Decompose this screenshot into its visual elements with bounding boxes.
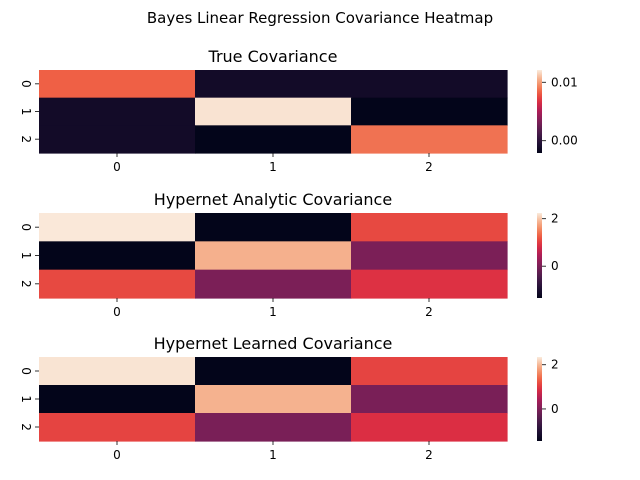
colorbar-tick-label: 0 (551, 259, 559, 273)
heatmap-cell-0-2 (351, 357, 508, 386)
x-tick-label: 1 (269, 160, 277, 174)
panel-title: True Covariance (208, 47, 338, 66)
heatmap-cell-0-1 (195, 357, 352, 386)
heatmap-cell-0-1 (195, 213, 352, 242)
y-tick-label: 0 (19, 80, 33, 88)
colorbar (537, 357, 542, 441)
heatmap-cell-1-0 (39, 241, 196, 271)
heatmap-cell-0-0 (39, 357, 196, 386)
heatmap-cell-0-0 (39, 213, 196, 242)
heatmap-panel-0: True Covariance 0 1 2 0 1 2 0.00 0.01 (19, 47, 578, 174)
y-tick-label: 1 (19, 395, 33, 403)
colorbar-tick-label: 0.00 (551, 134, 578, 148)
heatmap-panel-2: Hypernet Learned Covariance 0 1 2 0 1 2 0 2 (19, 334, 559, 462)
x-tick-label: 1 (269, 448, 277, 462)
colorbar-tick-label: 0 (551, 402, 559, 416)
y-tick-label: 1 (19, 108, 33, 116)
heatmap-cell-2-1 (195, 269, 352, 299)
colorbar-tick-label: 2 (551, 212, 559, 226)
y-tick-label: 0 (19, 223, 33, 231)
heatmap-cell-1-1 (195, 385, 352, 414)
heatmap-cell-1-1 (195, 241, 352, 271)
x-tick-label: 1 (269, 305, 277, 319)
heatmap-cell-1-2 (351, 241, 508, 271)
heatmap-cell-0-0 (39, 70, 196, 99)
heatmap-panel-1: Hypernet Analytic Covariance 0 1 2 0 1 2 0 2 (19, 190, 559, 319)
colorbar-tick-label: 2 (551, 358, 559, 372)
figure-title: Bayes Linear Regression Covariance Heatm… (147, 9, 493, 27)
heatmap-cell-0-2 (351, 70, 508, 99)
heatmap-cell-2-0 (39, 413, 196, 442)
x-tick-label: 2 (425, 160, 433, 174)
heatmap-cell-2-1 (195, 125, 352, 154)
y-tick-label: 2 (19, 135, 33, 143)
y-tick-label: 2 (19, 423, 33, 431)
panel-title: Hypernet Analytic Covariance (154, 190, 392, 209)
heatmap-cell-2-2 (351, 125, 508, 154)
colorbar (537, 70, 542, 153)
x-tick-label: 2 (425, 448, 433, 462)
heatmap-cell-2-2 (351, 269, 508, 299)
heatmap-cell-1-2 (351, 97, 508, 126)
heatmap-cell-1-0 (39, 385, 196, 414)
heatmap-cell-0-1 (195, 70, 352, 99)
colorbar-tick-label: 0.01 (551, 75, 578, 89)
colorbar (537, 213, 542, 298)
x-tick-label: 0 (113, 160, 121, 174)
heatmap-cell-2-0 (39, 125, 196, 154)
heatmap-cell-2-2 (351, 413, 508, 442)
y-tick-label: 1 (19, 252, 33, 260)
heatmap-cell-2-0 (39, 269, 196, 299)
x-tick-label: 0 (113, 305, 121, 319)
heatmap-cell-1-2 (351, 385, 508, 414)
x-tick-label: 2 (425, 305, 433, 319)
x-tick-label: 0 (113, 448, 121, 462)
heatmap-cell-2-1 (195, 413, 352, 442)
panel-title: Hypernet Learned Covariance (154, 334, 393, 353)
y-tick-label: 0 (19, 367, 33, 375)
heatmap-cell-0-2 (351, 213, 508, 242)
heatmap-cell-1-1 (195, 97, 352, 126)
y-tick-label: 2 (19, 280, 33, 288)
heatmap-cell-1-0 (39, 97, 196, 126)
